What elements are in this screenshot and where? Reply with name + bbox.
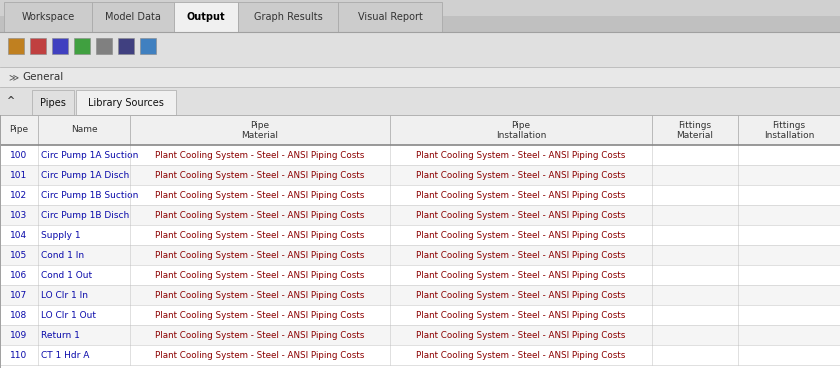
Text: General: General	[22, 72, 63, 82]
Bar	[74, 38, 90, 54]
Text: Name: Name	[71, 125, 97, 134]
Text: 104: 104	[10, 230, 28, 240]
Text: Graph Results: Graph Results	[254, 12, 323, 22]
Text: Plant Cooling System - Steel - ANSI Piping Costs: Plant Cooling System - Steel - ANSI Pipi…	[155, 170, 365, 180]
Bar	[0, 305, 840, 325]
Text: Circ Pump 1B Disch: Circ Pump 1B Disch	[41, 210, 129, 219]
Bar	[96, 38, 112, 54]
Bar	[0, 145, 840, 165]
Text: Plant Cooling System - Steel - ANSI Piping Costs: Plant Cooling System - Steel - ANSI Pipi…	[417, 311, 626, 319]
Bar	[0, 185, 840, 205]
Bar	[0, 245, 840, 265]
Text: Visual Report: Visual Report	[358, 12, 423, 22]
Bar	[30, 38, 46, 54]
Text: 100: 100	[10, 151, 28, 159]
Text: LO Clr 1 In: LO Clr 1 In	[41, 290, 88, 300]
Text: CT 1 Hdr A: CT 1 Hdr A	[41, 350, 89, 360]
Text: 110: 110	[10, 350, 28, 360]
Text: Installation: Installation	[764, 131, 814, 139]
Text: Material: Material	[242, 131, 279, 139]
Bar	[76, 90, 176, 115]
Text: Plant Cooling System - Steel - ANSI Piping Costs: Plant Cooling System - Steel - ANSI Pipi…	[417, 210, 626, 219]
Text: 107: 107	[10, 290, 28, 300]
Bar	[238, 2, 338, 32]
Text: Material: Material	[676, 131, 713, 139]
Text: 101: 101	[10, 170, 28, 180]
Bar	[0, 165, 840, 185]
Text: Return 1: Return 1	[41, 330, 80, 340]
Text: 105: 105	[10, 251, 28, 259]
Text: Plant Cooling System - Steel - ANSI Piping Costs: Plant Cooling System - Steel - ANSI Pipi…	[417, 251, 626, 259]
Bar	[8, 38, 24, 54]
Text: Pipes: Pipes	[40, 98, 66, 107]
Text: Plant Cooling System - Steel - ANSI Piping Costs: Plant Cooling System - Steel - ANSI Pipi…	[155, 311, 365, 319]
Text: Circ Pump 1A Disch: Circ Pump 1A Disch	[41, 170, 129, 180]
Text: Plant Cooling System - Steel - ANSI Piping Costs: Plant Cooling System - Steel - ANSI Pipi…	[155, 230, 365, 240]
Text: 108: 108	[10, 311, 28, 319]
Text: Pipe: Pipe	[250, 120, 270, 130]
Text: Pipe: Pipe	[512, 120, 531, 130]
Bar	[0, 115, 840, 145]
Text: Library Sources: Library Sources	[88, 98, 164, 107]
Text: Plant Cooling System - Steel - ANSI Piping Costs: Plant Cooling System - Steel - ANSI Pipi…	[417, 191, 626, 199]
Text: 103: 103	[10, 210, 28, 219]
Text: Fittings: Fittings	[773, 120, 806, 130]
Text: Plant Cooling System - Steel - ANSI Piping Costs: Plant Cooling System - Steel - ANSI Pipi…	[155, 350, 365, 360]
Text: Plant Cooling System - Steel - ANSI Piping Costs: Plant Cooling System - Steel - ANSI Pipi…	[417, 151, 626, 159]
Bar	[0, 67, 840, 87]
Text: Installation: Installation	[496, 131, 546, 139]
Text: Plant Cooling System - Steel - ANSI Piping Costs: Plant Cooling System - Steel - ANSI Pipi…	[155, 210, 365, 219]
Text: Plant Cooling System - Steel - ANSI Piping Costs: Plant Cooling System - Steel - ANSI Pipi…	[417, 170, 626, 180]
Bar	[338, 2, 442, 32]
Text: 106: 106	[10, 270, 28, 280]
Text: Pipe: Pipe	[9, 125, 29, 134]
Text: Plant Cooling System - Steel - ANSI Piping Costs: Plant Cooling System - Steel - ANSI Pipi…	[155, 191, 365, 199]
Text: Model Data: Model Data	[105, 12, 161, 22]
Text: Plant Cooling System - Steel - ANSI Piping Costs: Plant Cooling System - Steel - ANSI Pipi…	[155, 151, 365, 159]
Bar	[4, 2, 92, 32]
Bar	[0, 345, 840, 365]
Text: Plant Cooling System - Steel - ANSI Piping Costs: Plant Cooling System - Steel - ANSI Pipi…	[417, 230, 626, 240]
Text: Plant Cooling System - Steel - ANSI Piping Costs: Plant Cooling System - Steel - ANSI Pipi…	[417, 330, 626, 340]
Text: Cond 1 In: Cond 1 In	[41, 251, 84, 259]
Text: ^: ^	[6, 96, 14, 106]
Text: Circ Pump 1A Suction: Circ Pump 1A Suction	[41, 151, 139, 159]
Text: 109: 109	[10, 330, 28, 340]
Bar	[0, 0, 840, 16]
Text: Workspace: Workspace	[21, 12, 75, 22]
Bar	[174, 2, 238, 32]
Text: Plant Cooling System - Steel - ANSI Piping Costs: Plant Cooling System - Steel - ANSI Pipi…	[155, 330, 365, 340]
Text: Plant Cooling System - Steel - ANSI Piping Costs: Plant Cooling System - Steel - ANSI Pipi…	[417, 270, 626, 280]
Text: Plant Cooling System - Steel - ANSI Piping Costs: Plant Cooling System - Steel - ANSI Pipi…	[155, 290, 365, 300]
Bar	[0, 325, 840, 345]
Text: ≫: ≫	[8, 72, 18, 82]
Bar	[0, 225, 840, 245]
Bar	[0, 265, 840, 285]
Text: LO Clr 1 Out: LO Clr 1 Out	[41, 311, 96, 319]
Bar	[0, 115, 840, 368]
Bar	[92, 2, 174, 32]
Bar	[0, 32, 840, 67]
Bar	[0, 0, 840, 32]
Bar	[118, 38, 134, 54]
Bar	[140, 38, 156, 54]
Text: Plant Cooling System - Steel - ANSI Piping Costs: Plant Cooling System - Steel - ANSI Pipi…	[417, 290, 626, 300]
Text: Fittings: Fittings	[679, 120, 711, 130]
Bar	[0, 87, 840, 115]
Text: Plant Cooling System - Steel - ANSI Piping Costs: Plant Cooling System - Steel - ANSI Pipi…	[155, 251, 365, 259]
Text: Plant Cooling System - Steel - ANSI Piping Costs: Plant Cooling System - Steel - ANSI Pipi…	[155, 270, 365, 280]
Text: 102: 102	[10, 191, 28, 199]
Text: Circ Pump 1B Suction: Circ Pump 1B Suction	[41, 191, 139, 199]
Bar	[52, 38, 68, 54]
Text: Supply 1: Supply 1	[41, 230, 81, 240]
Bar	[0, 285, 840, 305]
Bar	[0, 205, 840, 225]
Bar	[32, 90, 74, 115]
Text: Output: Output	[186, 12, 225, 22]
Text: Plant Cooling System - Steel - ANSI Piping Costs: Plant Cooling System - Steel - ANSI Pipi…	[417, 350, 626, 360]
Text: Cond 1 Out: Cond 1 Out	[41, 270, 92, 280]
